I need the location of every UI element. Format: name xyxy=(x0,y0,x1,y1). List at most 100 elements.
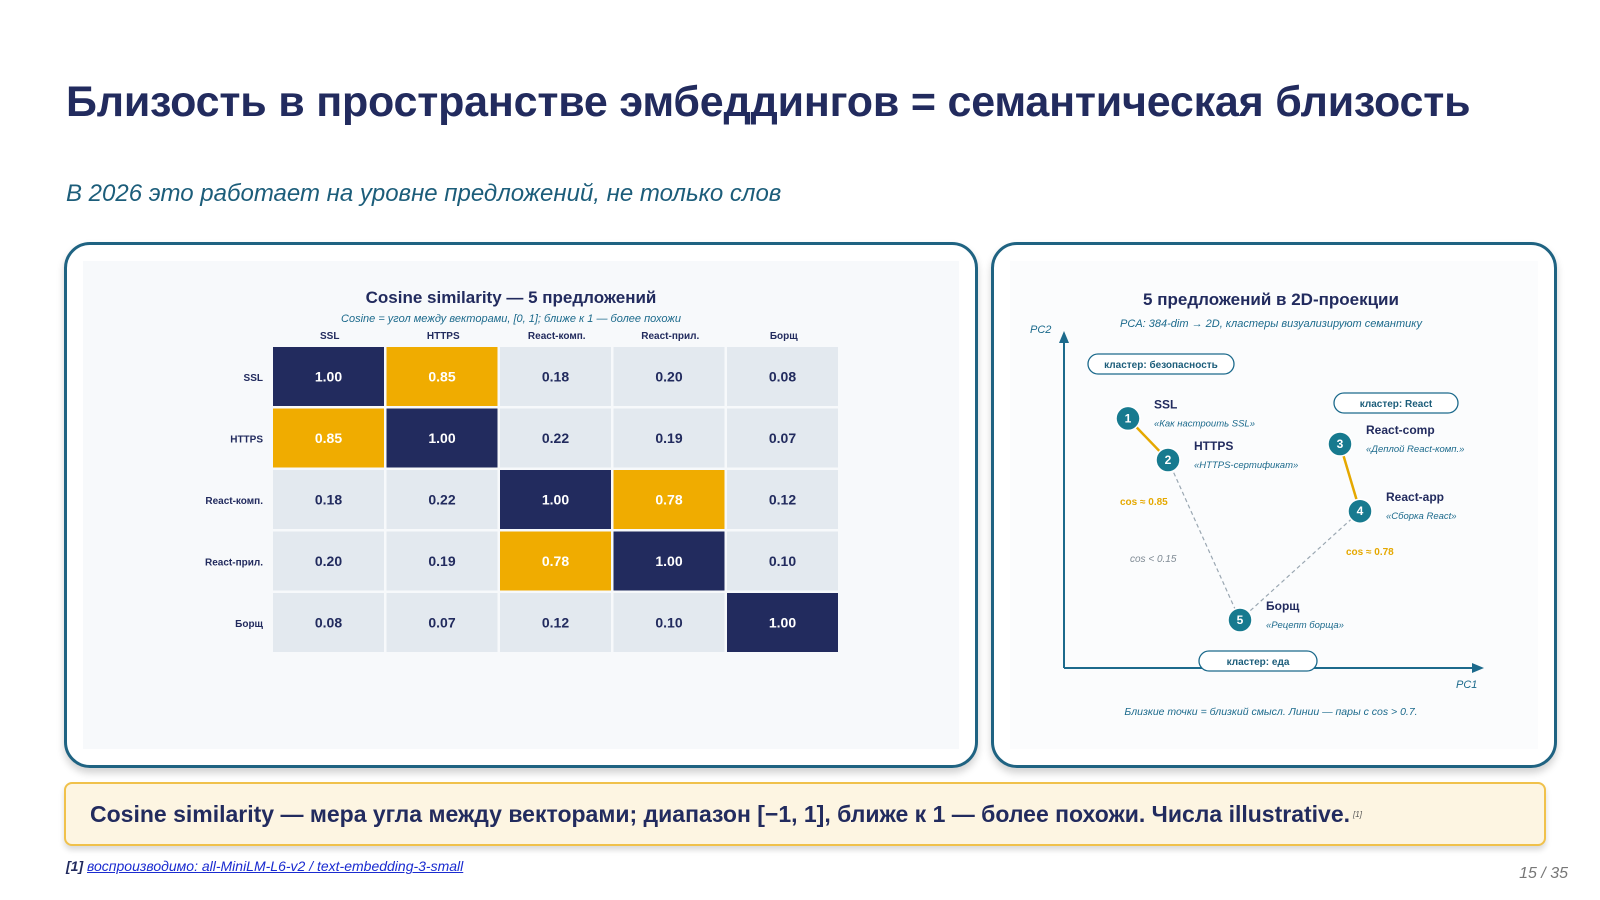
point-label: SSL xyxy=(1154,397,1177,411)
heatmap-cell-value: 0.12 xyxy=(769,492,796,508)
page-title: Близость в пространстве эмбеддингов = се… xyxy=(66,78,1471,126)
point-label: React-comp xyxy=(1366,423,1435,437)
heatmap-cell xyxy=(613,593,725,652)
projection-chart: 5 предложений в 2D-проекции PCA: 384-dim … xyxy=(1030,290,1484,718)
point-sentence: «Сборка React» xyxy=(1386,511,1457,522)
heatmap-chart: Cosine similarity — 5 предложений Cosine … xyxy=(205,288,838,652)
heatmap-cell-value: 1.00 xyxy=(428,430,455,446)
heatmap-cell xyxy=(727,531,838,591)
summary-callout: Cosine similarity — мера угла между вект… xyxy=(64,782,1546,846)
point-label: Борщ xyxy=(1266,599,1300,613)
footnote-link[interactable]: воспроизводимо: all-MiniLM-L6-v2 / text-… xyxy=(87,858,464,874)
point-sentence: «Как настроить SSL» xyxy=(1154,418,1255,429)
heatmap-cell xyxy=(727,347,838,406)
projection-caption: Близкие точки = близкий смысл. Линии — п… xyxy=(1124,706,1417,718)
projection-panel: 5 предложений в 2D-проекции PCA: 384-dim … xyxy=(991,242,1557,768)
scatter-point xyxy=(1115,405,1141,432)
heatmap-subtitle: Cosine = угол между векторами, [0, 1]; б… xyxy=(341,313,681,325)
heatmap-cell-value: 0.20 xyxy=(655,369,682,385)
heatmap-cell xyxy=(500,408,611,468)
page-number: 15 / 35 xyxy=(1519,865,1568,882)
point-number: 5 xyxy=(1237,613,1244,627)
heatmap-cell-value: 1.00 xyxy=(315,369,342,385)
projection-panel-body: 5 предложений в 2D-проекции PCA: 384-dim … xyxy=(1010,261,1538,749)
heatmap-cell xyxy=(273,531,384,591)
heatmap-row-label: React-комп. xyxy=(205,496,263,507)
link-label: cos ≈ 0.85 xyxy=(1120,497,1168,508)
x-axis-arrow-icon xyxy=(1472,663,1484,673)
heatmap-cell-value: 0.22 xyxy=(428,492,455,508)
heatmap-cell xyxy=(613,408,725,468)
projection-subtitle: PCA: 384-dim → 2D, кластеры визуализирую… xyxy=(1120,318,1423,330)
heatmap-cell-value: 0.10 xyxy=(769,553,796,569)
heatmap-cell xyxy=(500,347,611,406)
heatmap-cell xyxy=(273,593,384,652)
heatmap-cell xyxy=(273,470,384,529)
heatmap-title: Cosine similarity — 5 предложений xyxy=(366,288,657,307)
scatter-point xyxy=(1227,607,1253,633)
heatmap-column-label: Борщ xyxy=(770,331,798,342)
heatmap-column-label: SSL xyxy=(320,331,339,342)
heatmap-cell xyxy=(500,593,611,652)
scatter-point xyxy=(1327,431,1353,457)
point-number: 3 xyxy=(1337,437,1344,451)
cluster-label: кластер: еда xyxy=(1227,657,1290,668)
cluster-label: кластер: React xyxy=(1360,399,1433,410)
heatmap-row-label: Борщ xyxy=(235,619,263,630)
point-sentence: «Рецепт борща» xyxy=(1266,620,1344,631)
heatmap-cell xyxy=(386,593,498,652)
heatmap-cell-value: 0.85 xyxy=(315,430,342,446)
callout-text: Cosine similarity — мера угла между вект… xyxy=(90,800,1351,827)
heatmap-cell xyxy=(613,531,725,591)
heatmap-cell-value: 0.10 xyxy=(655,615,682,631)
point-sentence: «HTTPS-сертификат» xyxy=(1194,460,1298,471)
heatmap-cell-value: 1.00 xyxy=(769,615,796,631)
heatmap-cell xyxy=(386,347,498,406)
heatmap-cell-value: 0.19 xyxy=(655,430,682,446)
cluster-pill xyxy=(1087,353,1235,375)
footnote: [1] воспроизводимо: all-MiniLM-L6-v2 / t… xyxy=(66,858,463,874)
footnote-ref: [1] xyxy=(66,858,84,874)
heatmap-cell-value: 0.07 xyxy=(428,615,455,631)
heatmap-cell xyxy=(386,531,498,591)
heatmap-cell xyxy=(613,347,725,406)
link-label: cos ≈ 0.78 xyxy=(1346,547,1394,558)
heatmap-cell xyxy=(386,408,498,468)
heatmap-cell-value: 0.08 xyxy=(315,615,342,631)
cluster-pill xyxy=(1333,392,1459,414)
heatmap-cell-value: 0.20 xyxy=(315,553,342,569)
heatmap-cell-value: 0.19 xyxy=(428,553,455,569)
heatmap-cell xyxy=(727,470,838,529)
heatmap-cell-value: 1.00 xyxy=(542,492,569,508)
heatmap-cell-value: 0.78 xyxy=(655,492,682,508)
dissimilarity-link xyxy=(1167,459,1241,621)
scatter-point xyxy=(1155,447,1181,473)
heatmap-panel: Cosine similarity — 5 предложений Cosine … xyxy=(64,242,978,768)
heatmap-cell-value: 0.78 xyxy=(542,553,569,569)
heatmap-column-label: React-прил. xyxy=(641,331,699,342)
heatmap-cell-value: 0.18 xyxy=(542,369,569,385)
heatmap-row-label: React-прил. xyxy=(205,557,263,568)
heatmap-row-label: HTTPS xyxy=(230,434,263,445)
link-label: cos < 0.15 xyxy=(1130,554,1177,565)
heatmap-cell-value: 1.00 xyxy=(655,553,682,569)
point-number: 2 xyxy=(1165,453,1172,467)
dissimilarity-link xyxy=(1239,510,1361,621)
x-axis-label: PC1 xyxy=(1456,679,1477,691)
y-axis-arrow-icon xyxy=(1059,331,1069,343)
heatmap-cell-value: 0.85 xyxy=(428,369,455,385)
cluster-pill xyxy=(1198,650,1318,672)
point-label: HTTPS xyxy=(1194,439,1233,453)
point-sentence: «Деплой React-комп.» xyxy=(1366,444,1464,455)
heatmap-cell xyxy=(386,470,498,529)
heatmap-cell-value: 0.07 xyxy=(769,430,796,446)
heatmap-cell xyxy=(727,408,838,468)
cluster-label: кластер: безопасность xyxy=(1104,359,1218,371)
heatmap-row-label: SSL xyxy=(244,373,263,384)
heatmap-cell-value: 0.18 xyxy=(315,492,342,508)
page-subtitle: В 2026 это работает на уровне предложени… xyxy=(66,180,782,207)
heatmap-column-label: HTTPS xyxy=(427,331,460,342)
heatmap-cell xyxy=(500,470,611,529)
heatmap-cell xyxy=(273,347,384,406)
y-axis-label: PC2 xyxy=(1030,324,1051,336)
